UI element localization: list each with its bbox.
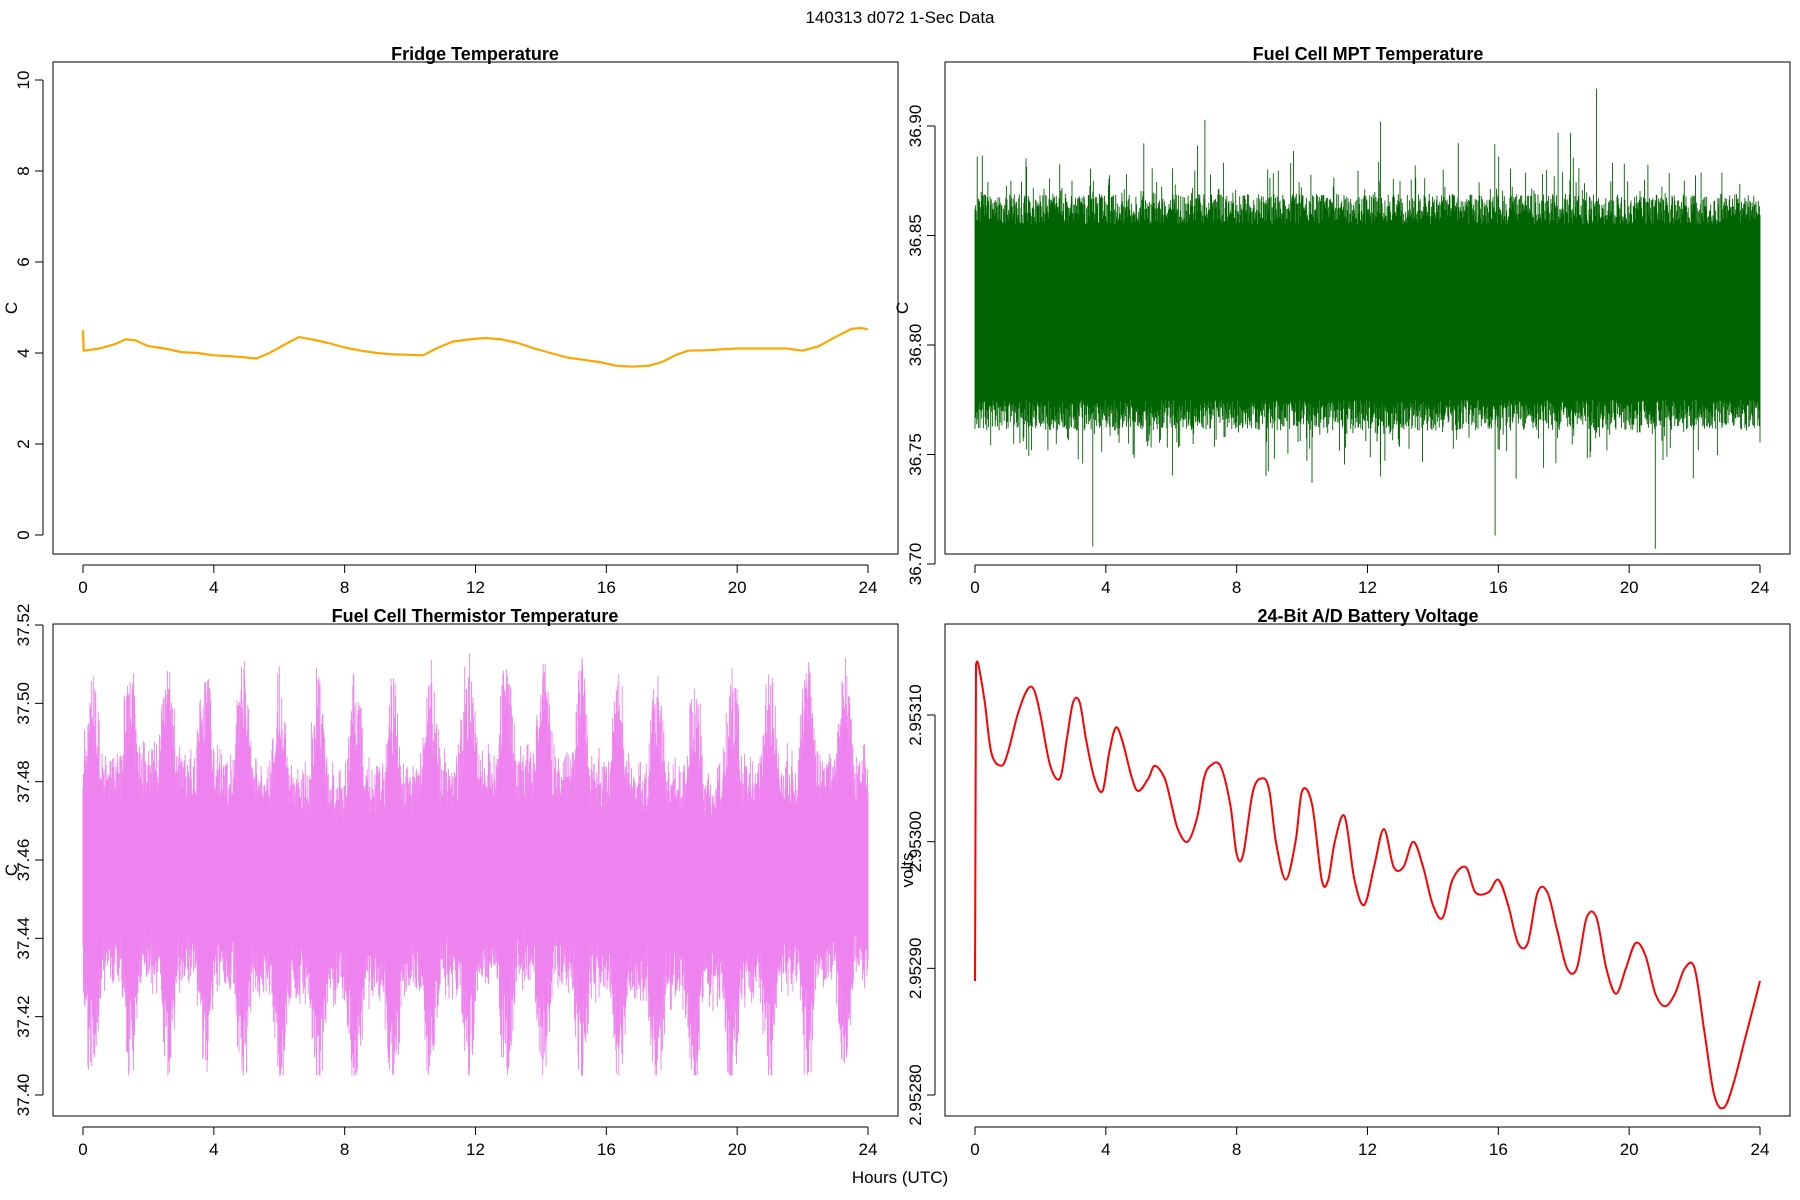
data-marks (81, 326, 869, 368)
x-tick-label: 0 (78, 1140, 87, 1159)
y-tick-label: 37.52 (14, 604, 33, 647)
y-tick-label: 6 (14, 257, 33, 266)
x-tick-label: 12 (466, 1140, 485, 1159)
x-tick-label: 24 (1751, 1140, 1770, 1159)
y-tick-label: 2 (14, 439, 33, 448)
y-tick-label: 36.70 (906, 543, 925, 586)
y-tick-label: 36.90 (906, 105, 925, 148)
axes: 0 4 8 12 16 20 24 37.40 37.42 37.44 37.46 37.48 37.5… (14, 604, 877, 1159)
x-tick-label: 24 (1751, 578, 1770, 597)
x-tick-label: 12 (466, 578, 485, 597)
y-tick-label: 37.44 (14, 917, 33, 960)
x-tick-label: 20 (728, 1140, 747, 1159)
y-axis-label: volts (898, 853, 917, 888)
x-tick-label: 12 (1358, 1140, 1377, 1159)
series-line-battery-voltage (974, 660, 1761, 1110)
x-tick-label: 8 (340, 578, 349, 597)
y-axis-label: C (893, 302, 912, 314)
data-marks (974, 88, 1761, 549)
x-tick-label: 0 (970, 1140, 979, 1159)
x-tick-label: 12 (1358, 578, 1377, 597)
x-tick-label: 20 (728, 578, 747, 597)
x-tick-label: 0 (970, 578, 979, 597)
x-tick-label: 24 (859, 1140, 878, 1159)
x-tick-label: 4 (209, 1140, 218, 1159)
data-marks (82, 653, 869, 1076)
axes: 0 4 8 12 16 20 24 36.70 36.75 36.80 36.85 36.90 (906, 105, 1769, 597)
panel-thermistor-temperature: Fuel Cell Thermistor Temperature C 0 4 8 12… (2, 604, 899, 1159)
x-tick-label: 16 (1489, 578, 1508, 597)
axes: 0 4 8 12 16 20 24 2.95280 2.95290 2.95300 2.95310 (906, 684, 1769, 1159)
x-tick-label: 16 (597, 1140, 616, 1159)
panel-battery-voltage: 24-Bit A/D Battery Voltage volts 0 4 8 12 16… (898, 606, 1791, 1159)
y-axis-label: C (2, 302, 21, 314)
y-tick-label: 2.95310 (906, 684, 925, 745)
panel-title: Fridge Temperature (391, 44, 559, 64)
plot-frame (944, 623, 1791, 1117)
y-tick-label: 4 (14, 348, 33, 357)
figure-suptitle: 140313 d072 1-Sec Data (805, 8, 995, 27)
y-tick-label: 36.75 (906, 433, 925, 476)
panel-title: 24-Bit A/D Battery Voltage (1257, 606, 1478, 626)
series-core-mpt-temperature (975, 235, 1760, 389)
y-tick-label: 36.85 (906, 214, 925, 257)
y-tick-label: 2.95290 (906, 938, 925, 999)
x-tick-label: 8 (1232, 578, 1241, 597)
panel-title: Fuel Cell Thermistor Temperature (332, 606, 619, 626)
x-tick-label: 8 (1232, 1140, 1241, 1159)
y-tick-label: 0 (14, 530, 33, 539)
y-tick-label: 8 (14, 166, 33, 175)
y-tick-label: 10 (14, 71, 33, 90)
series-line-fridge-temperature (81, 326, 869, 368)
x-tick-label: 20 (1620, 578, 1639, 597)
y-axis-label: C (2, 864, 21, 876)
x-tick-label: 4 (1101, 578, 1110, 597)
y-tick-label: 36.80 (906, 324, 925, 367)
x-tick-label: 16 (597, 578, 616, 597)
y-tick-label: 37.40 (14, 1074, 33, 1117)
data-marks (974, 660, 1761, 1110)
x-tick-label: 4 (209, 578, 218, 597)
plot-frame (52, 61, 899, 555)
panel-mpt-temperature: Fuel Cell MPT Temperature C 0 4 8 12 16 20 24 3… (893, 44, 1791, 597)
panel-title: Fuel Cell MPT Temperature (1253, 44, 1484, 64)
y-tick-label: 2.95280 (906, 1064, 925, 1125)
x-tick-label: 16 (1489, 1140, 1508, 1159)
shared-x-axis-label: Hours (UTC) (852, 1168, 948, 1187)
y-tick-label: 2.95300 (906, 811, 925, 872)
x-tick-label: 8 (340, 1140, 349, 1159)
x-tick-label: 20 (1620, 1140, 1639, 1159)
series-core-thermistor-temperature (83, 840, 868, 911)
y-tick-label: 37.42 (14, 995, 33, 1038)
plot-frame (52, 623, 899, 1117)
x-tick-label: 4 (1101, 1140, 1110, 1159)
x-tick-label: 24 (859, 578, 878, 597)
plot-frame (944, 61, 1791, 555)
y-tick-label: 37.46 (14, 839, 33, 882)
y-tick-label: 37.48 (14, 760, 33, 803)
x-tick-label: 0 (78, 578, 87, 597)
y-tick-label: 37.50 (14, 682, 33, 725)
